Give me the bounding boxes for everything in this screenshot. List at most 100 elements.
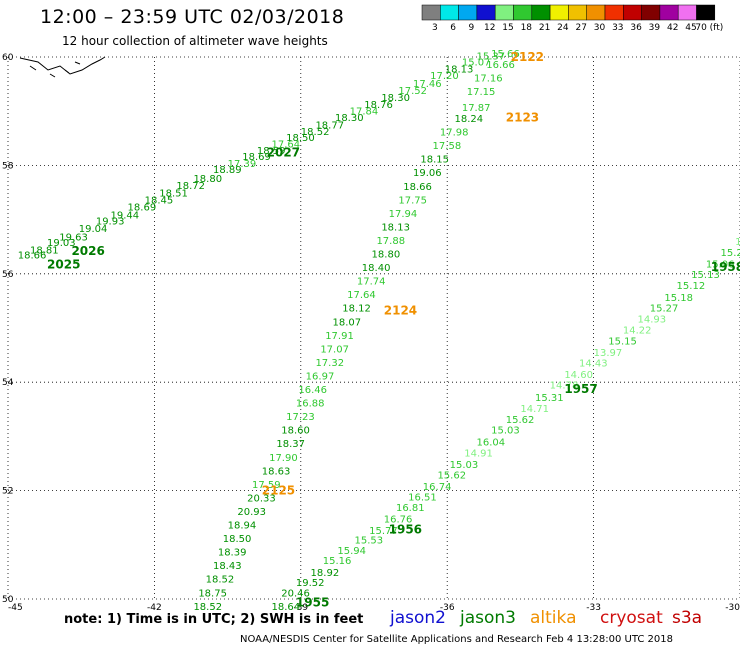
wave-height-value: 15.15 — [608, 336, 637, 347]
axis-ticks: -45 -42 -39 -36 -33 -30 50 52 54 56 58 60 — [2, 53, 740, 613]
x-tick-label: -39 — [293, 603, 308, 613]
colorbar-swatch — [549, 4, 569, 21]
wave-height-value: 15.06 — [706, 259, 735, 270]
wave-height-value: 16.66 — [486, 60, 515, 71]
wave-height-value: 15.18 — [664, 293, 693, 304]
pass-number-label: 1958 — [711, 260, 740, 274]
wave-height-value: 15.03 — [450, 460, 479, 471]
x-tick-label: -42 — [147, 603, 162, 613]
wave-height-value: 15.66 — [491, 49, 520, 60]
wave-height-value: 15.62 — [506, 415, 535, 426]
pass-number-label: 1955 — [296, 596, 329, 610]
pass-number-label: 2026 — [71, 244, 104, 258]
wave-height-value: 18.69 — [128, 202, 157, 213]
colorbar-swatch — [641, 4, 661, 21]
y-tick-label: 54 — [2, 378, 14, 388]
wave-height-value: 17.15 — [467, 87, 496, 98]
coastline-path — [19, 56, 106, 75]
wave-height-value: 17.46 — [413, 79, 442, 90]
colorbar-swatch — [659, 4, 679, 21]
colorbar-label: 15 — [502, 23, 513, 33]
wave-height-value: 17.07 — [320, 344, 349, 355]
satellite-jason3: jason3 — [460, 608, 516, 628]
x-tick-label: -36 — [440, 603, 455, 613]
wave-height-value: 18.52 — [206, 575, 235, 586]
wave-height-value: 18.94 — [228, 521, 257, 532]
y-tick-label: 58 — [2, 161, 14, 171]
satellite-cryosat: cryosat — [600, 608, 663, 628]
pass-number-label: 2027 — [267, 146, 300, 160]
wave-height-value: 16.46 — [298, 385, 327, 396]
wave-height-value: 18.45 — [145, 195, 174, 206]
colorbar-swatch — [586, 4, 606, 21]
wave-height-value: 15.62 — [437, 471, 466, 482]
wave-height-value: 18.66 — [18, 251, 47, 262]
wave-height-value: 19.03 — [47, 238, 76, 249]
wave-height-value: 16.76 — [384, 515, 413, 526]
wave-height-value: 18.13 — [381, 222, 410, 233]
wave-height-value: 18.92 — [311, 568, 340, 579]
colorbar-label: 30 — [594, 23, 606, 33]
wave-height-value: 16.81 — [396, 503, 425, 514]
wave-height-value: 17.94 — [389, 209, 418, 220]
wave-height-value: 15.31 — [535, 393, 564, 404]
wave-height-value: 16.88 — [296, 399, 325, 410]
chart-subtitle: 12 hour collection of altimeter wave hei… — [62, 34, 328, 48]
wave-height-value: 16.04 — [476, 438, 505, 449]
colorbar-label: 18 — [521, 23, 533, 33]
wave-height-value: 19.52 — [296, 578, 325, 589]
wave-height-value: 17.20 — [430, 71, 459, 82]
wave-height-value: 19.93 — [96, 216, 125, 227]
wave-height-value: 19.04 — [79, 224, 108, 235]
pass-number-label: 1956 — [389, 522, 422, 536]
wave-height-value: 20.93 — [237, 507, 266, 518]
wave-height-value: 19.63 — [59, 233, 88, 244]
wave-height-value: 18.59 — [257, 146, 286, 157]
wave-height-value: 18.30 — [335, 113, 364, 124]
wave-height-value: 16.97 — [306, 371, 335, 382]
wave-height-value: 17.75 — [398, 195, 427, 206]
wave-height-value: 18.15 — [420, 155, 449, 166]
wave-height-value: 14.58 — [735, 237, 740, 248]
wave-height-value: 18.75 — [198, 588, 227, 599]
wave-height-value: 15.53 — [354, 536, 383, 547]
wave-height-value: 17.87 — [462, 103, 491, 114]
note-text: note: 1) Time is in UTC; 2) SWH is in fe… — [64, 612, 364, 627]
wave-height-value: 19.44 — [110, 211, 139, 222]
colorbar-label: 70 (ft) — [695, 23, 723, 33]
wave-height-value: 18.76 — [364, 100, 393, 111]
wave-height-value: 20.46 — [281, 588, 310, 599]
pass-number-label: 2123 — [506, 110, 539, 124]
pass-number-label: 2025 — [47, 257, 80, 271]
wave-height-value: 18.40 — [362, 263, 391, 274]
wave-height-value: 15.37 — [476, 52, 505, 63]
wave-height-value: 18.89 — [213, 165, 242, 176]
colorbar-swatch — [458, 4, 478, 21]
y-tick-label: 50 — [2, 595, 14, 605]
wave-height-value: 18.13 — [445, 65, 474, 76]
y-tick-label: 52 — [2, 487, 13, 497]
colorbar-swatch — [677, 4, 697, 21]
wave-height-value: 18.52 — [301, 127, 330, 138]
wave-height-value: 15.07 — [462, 58, 491, 69]
wave-height-value: 14.93 — [638, 315, 667, 326]
wave-height-value: 18.77 — [315, 121, 344, 132]
pass-number-label: 2124 — [384, 303, 417, 317]
wave-height-value: 18.30 — [381, 93, 410, 104]
colorbar-label: 9 — [469, 23, 475, 33]
wave-height-value: 18.43 — [213, 561, 242, 572]
colorbar-label: 6 — [450, 23, 456, 33]
colorbar-label: 42 — [667, 23, 678, 33]
coastline — [19, 56, 106, 78]
wave-height-value: 16.74 — [423, 482, 452, 493]
colorbar-label: 24 — [557, 23, 569, 33]
satellite-jason2: jason2 — [390, 608, 446, 628]
colorbar-swatch — [623, 4, 642, 21]
wave-height-value: 17.59 — [252, 480, 281, 491]
pass-number-label: 1957 — [564, 382, 597, 396]
colorbar-label: 36 — [630, 23, 642, 33]
colorbar-swatch — [494, 4, 514, 21]
wave-height-value: 18.81 — [30, 246, 59, 257]
wave-height-value: 17.16 — [474, 73, 503, 84]
